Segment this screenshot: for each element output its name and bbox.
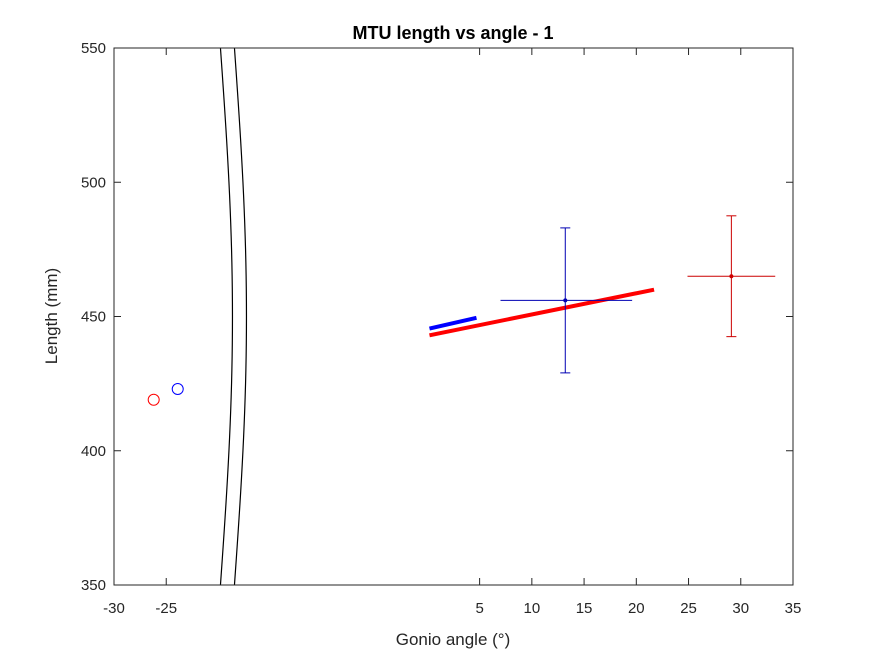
marker-circle-red: [147, 393, 160, 406]
x-tick-label: -25: [155, 600, 177, 617]
plot-marks: [147, 215, 776, 406]
x-tick-label: 25: [680, 600, 697, 617]
x-tick-label: 10: [524, 600, 541, 617]
axis-break: [219, 47, 248, 586]
axis-break-line-left: [219, 47, 234, 586]
y-tick-label: 450: [81, 309, 106, 326]
y-tick-label: 550: [81, 40, 106, 57]
x-tick-label: 35: [785, 600, 802, 617]
series-line-blue: [429, 315, 477, 331]
errorbar-red: [687, 215, 776, 338]
chart-title: MTU length vs angle - 1: [352, 23, 553, 43]
errorbar-center-point-red: [729, 274, 734, 279]
x-tick-label: 20: [628, 600, 645, 617]
errorbar-blue: [500, 227, 633, 374]
marker-circle-blue: [171, 382, 184, 395]
x-tick-label: -30: [103, 600, 125, 617]
y-tick-label: 500: [81, 174, 106, 191]
series-line-red: [429, 287, 655, 338]
y-tick-label: 400: [81, 443, 106, 460]
x-axis-label: Gonio angle (°): [396, 630, 511, 649]
y-axis-label: Length (mm): [42, 268, 61, 364]
plot-area: [114, 48, 793, 585]
axis-break-gap: [220, 48, 247, 585]
axis-ticks: -30 -25 5 10 15 20 25 30 35 350 400 450 500 550: [81, 40, 801, 617]
y-tick-label: 350: [81, 577, 106, 594]
axis-break-line-right: [233, 47, 248, 586]
x-tick-label: 30: [732, 600, 749, 617]
x-tick-label: 5: [475, 600, 483, 617]
errorbar-center-point-blue: [563, 298, 568, 303]
x-tick-label: 15: [576, 600, 593, 617]
